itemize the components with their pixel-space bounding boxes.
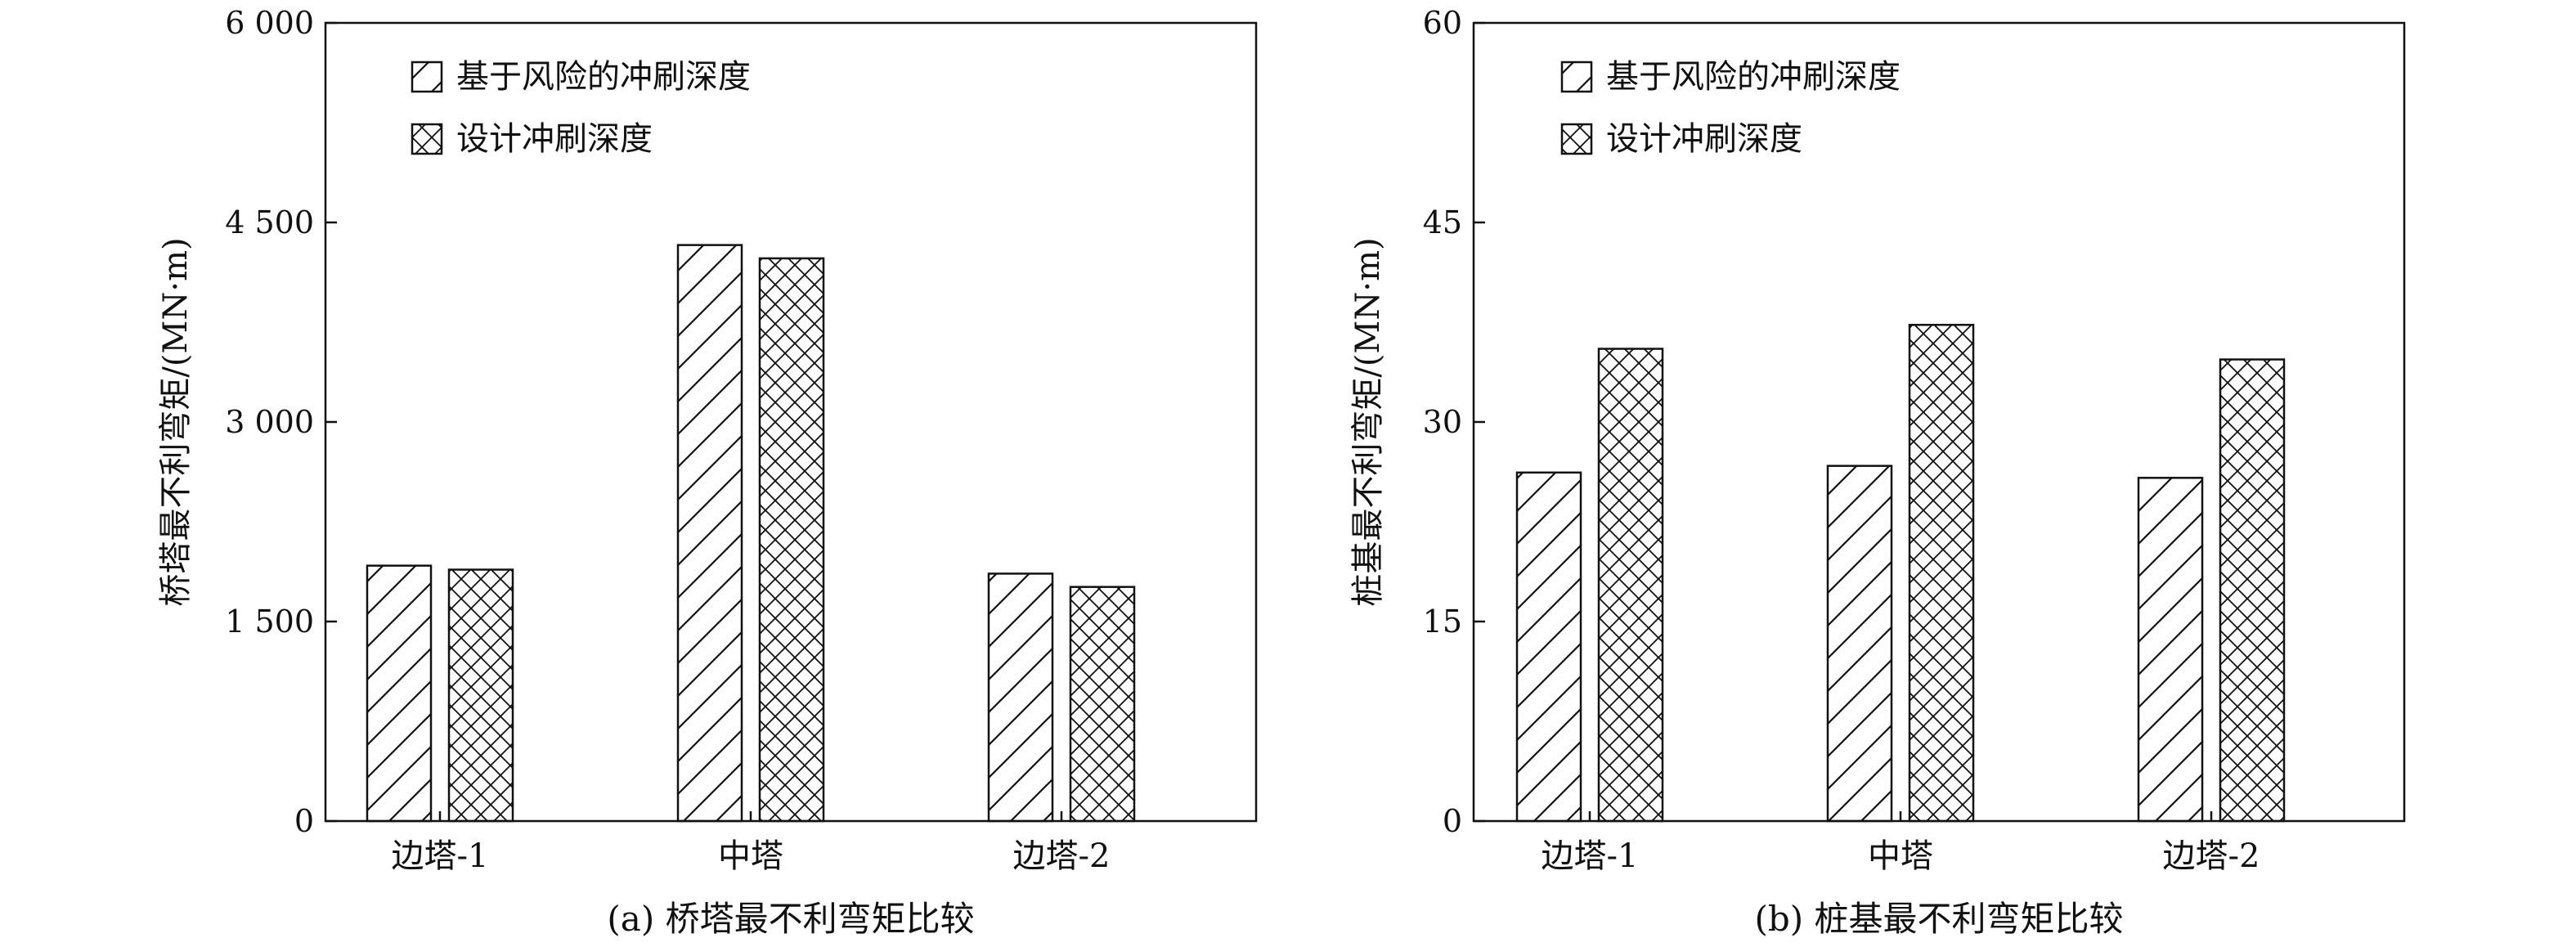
- bar-risk-based: [676, 244, 743, 823]
- bar-risk-based: [1826, 465, 1893, 823]
- bar-design: [2219, 358, 2286, 823]
- legend-label: 设计冲刷深度: [1606, 120, 1802, 158]
- bar-design: [447, 568, 514, 823]
- bar-design: [1597, 348, 1664, 823]
- y-axis-label: 桩基最不利弯矩/(MN·m): [1349, 237, 1387, 606]
- legend-swatch: [1560, 123, 1593, 155]
- y-tick-label: 30: [1423, 404, 1462, 440]
- x-tick-label: 中塔: [1868, 837, 1933, 875]
- bar-risk-based: [2137, 477, 2204, 823]
- bar-design: [1069, 586, 1136, 823]
- panel-caption: (b) 桩基最不利弯矩比较: [1754, 899, 2123, 939]
- chart-panel-b: 0 15 30 45 60 桩基最不利弯矩/(MN·m) 边塔-1 中塔 边塔-2 基于风险的冲刷…: [1349, 5, 2406, 939]
- legend-swatch: [1560, 61, 1593, 93]
- y-tick-label: 60: [1423, 5, 1462, 41]
- bar-risk-based: [1515, 471, 1582, 823]
- y-tick-label: 0: [294, 803, 314, 839]
- y-tick-label: 15: [1423, 604, 1462, 640]
- legend-label: 设计冲刷深度: [456, 120, 653, 158]
- y-tick-label: 1 500: [225, 604, 314, 640]
- chart-panel-a: 0 1 500 3 000 4 500 6 000 桥塔最不利弯矩/(MN·m) 边塔-1 中…: [157, 5, 1258, 939]
- legend-swatch: [411, 61, 443, 93]
- panel-caption: (a) 桥塔最不利弯矩比较: [607, 899, 974, 939]
- x-tick-label: 边塔-1: [392, 837, 489, 875]
- y-tick-label: 0: [1443, 803, 1462, 839]
- y-axis-label: 桥塔最不利弯矩/(MN·m): [157, 237, 195, 606]
- y-tick-label: 3 000: [225, 404, 314, 440]
- bar-design: [1908, 324, 1975, 823]
- y-tick-label: 6 000: [225, 5, 314, 41]
- bar-design: [758, 257, 825, 823]
- bar-risk-based: [987, 572, 1054, 823]
- x-tick-label: 边塔-2: [1013, 837, 1111, 875]
- bar-risk-based: [366, 564, 433, 823]
- legend-swatch: [411, 123, 443, 155]
- x-tick-label: 边塔-1: [1542, 837, 1639, 875]
- legend-label: 基于风险的冲刷深度: [1606, 58, 1901, 96]
- y-tick-label: 4 500: [225, 204, 314, 240]
- x-tick-label: 边塔-2: [2163, 837, 2260, 875]
- legend-label: 基于风险的冲刷深度: [456, 58, 751, 96]
- x-tick-label: 中塔: [718, 837, 783, 875]
- y-tick-label: 45: [1423, 204, 1462, 240]
